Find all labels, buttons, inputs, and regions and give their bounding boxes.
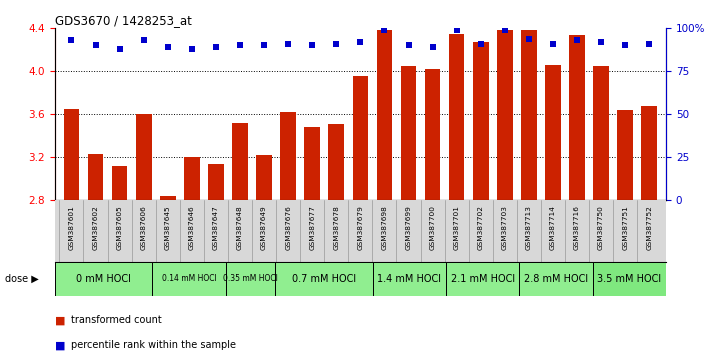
Bar (256, 155, 272, 200)
Point (162, 44, 173, 50)
Bar (152, 262, 226, 296)
Text: GSM387605: GSM387605 (116, 205, 122, 250)
Bar (473, 42, 488, 200)
Bar (376, 30, 392, 200)
Point (523, 36, 534, 41)
Point (138, 38, 149, 43)
Bar (112, 166, 127, 200)
Bar (519, 262, 593, 296)
Bar (424, 69, 440, 200)
Bar (63, 109, 79, 200)
Point (355, 39, 366, 45)
Text: GSM387752: GSM387752 (646, 205, 652, 250)
Text: GSM387750: GSM387750 (598, 205, 604, 250)
Text: GSM387699: GSM387699 (405, 205, 411, 250)
Bar (136, 114, 151, 200)
Text: GSM387601: GSM387601 (68, 205, 74, 250)
Bar (446, 262, 519, 296)
Point (331, 41, 342, 47)
Text: GSM387698: GSM387698 (381, 205, 387, 250)
Text: ■: ■ (55, 315, 65, 325)
Text: 3.5 mM HOCl: 3.5 mM HOCl (598, 274, 662, 284)
Text: ■: ■ (55, 340, 65, 350)
Bar (280, 112, 296, 200)
Text: 0.14 mM HOCl: 0.14 mM HOCl (162, 274, 216, 283)
Text: 0.35 mM HOCl: 0.35 mM HOCl (223, 274, 277, 283)
Bar (593, 262, 666, 296)
Bar (400, 66, 416, 200)
Point (258, 43, 270, 48)
Point (114, 46, 125, 52)
Bar (641, 105, 657, 200)
Point (451, 27, 462, 33)
Text: 1.4 mM HOCl: 1.4 mM HOCl (377, 274, 441, 284)
Text: GSM387751: GSM387751 (622, 205, 628, 250)
Bar (328, 124, 344, 200)
Point (620, 43, 631, 48)
Text: GSM387646: GSM387646 (189, 205, 195, 250)
Bar (373, 262, 446, 296)
Bar (449, 34, 464, 200)
Bar (160, 196, 175, 200)
Text: GSM387701: GSM387701 (454, 205, 459, 250)
Text: GSM387714: GSM387714 (550, 205, 556, 250)
Text: GSM387713: GSM387713 (526, 205, 532, 250)
Bar (545, 65, 561, 200)
Text: 0 mM HOCl: 0 mM HOCl (76, 274, 131, 284)
Point (644, 41, 655, 47)
Text: 2.1 mM HOCl: 2.1 mM HOCl (451, 274, 515, 284)
Text: GSM387702: GSM387702 (478, 205, 483, 250)
Text: GSM387648: GSM387648 (237, 205, 243, 250)
Bar (352, 75, 368, 200)
Bar (87, 154, 103, 200)
Point (475, 41, 486, 47)
Text: GSM387602: GSM387602 (92, 205, 98, 250)
Text: dose ▶: dose ▶ (5, 274, 39, 284)
Point (596, 39, 607, 45)
Text: GSM387678: GSM387678 (333, 205, 339, 250)
Text: GSM387679: GSM387679 (357, 205, 363, 250)
Bar (232, 123, 248, 200)
Text: GSM387700: GSM387700 (430, 205, 435, 250)
Text: GSM387649: GSM387649 (261, 205, 267, 250)
Point (234, 43, 246, 48)
Bar (304, 127, 320, 200)
Bar (274, 262, 373, 296)
Bar (55, 262, 152, 296)
Text: GSM387677: GSM387677 (309, 205, 315, 250)
Point (571, 38, 583, 43)
Text: GSM387716: GSM387716 (574, 205, 580, 250)
Text: GSM387676: GSM387676 (285, 205, 291, 250)
Bar (208, 164, 223, 200)
Text: percentile rank within the sample: percentile rank within the sample (71, 340, 236, 350)
Point (306, 43, 318, 48)
Text: GSM387645: GSM387645 (165, 205, 171, 250)
Text: 2.8 mM HOCl: 2.8 mM HOCl (524, 274, 588, 284)
Point (427, 44, 438, 50)
Text: GSM387703: GSM387703 (502, 205, 508, 250)
Text: transformed count: transformed count (71, 315, 162, 325)
Text: 0.7 mM HOCl: 0.7 mM HOCl (292, 274, 356, 284)
Bar (617, 110, 633, 200)
Point (90, 43, 101, 48)
Point (66, 38, 77, 43)
Bar (184, 157, 199, 200)
Text: GSM387606: GSM387606 (141, 205, 146, 250)
Text: GDS3670 / 1428253_at: GDS3670 / 1428253_at (55, 14, 191, 27)
Bar (226, 262, 274, 296)
Point (499, 27, 510, 33)
Point (282, 41, 294, 47)
Point (379, 27, 390, 33)
Bar (569, 35, 585, 200)
Point (403, 43, 414, 48)
Bar (593, 66, 609, 200)
Point (210, 44, 222, 50)
Bar (521, 30, 537, 200)
Point (547, 41, 559, 47)
Text: GSM387647: GSM387647 (213, 205, 219, 250)
Point (186, 46, 198, 52)
Bar (497, 30, 513, 200)
